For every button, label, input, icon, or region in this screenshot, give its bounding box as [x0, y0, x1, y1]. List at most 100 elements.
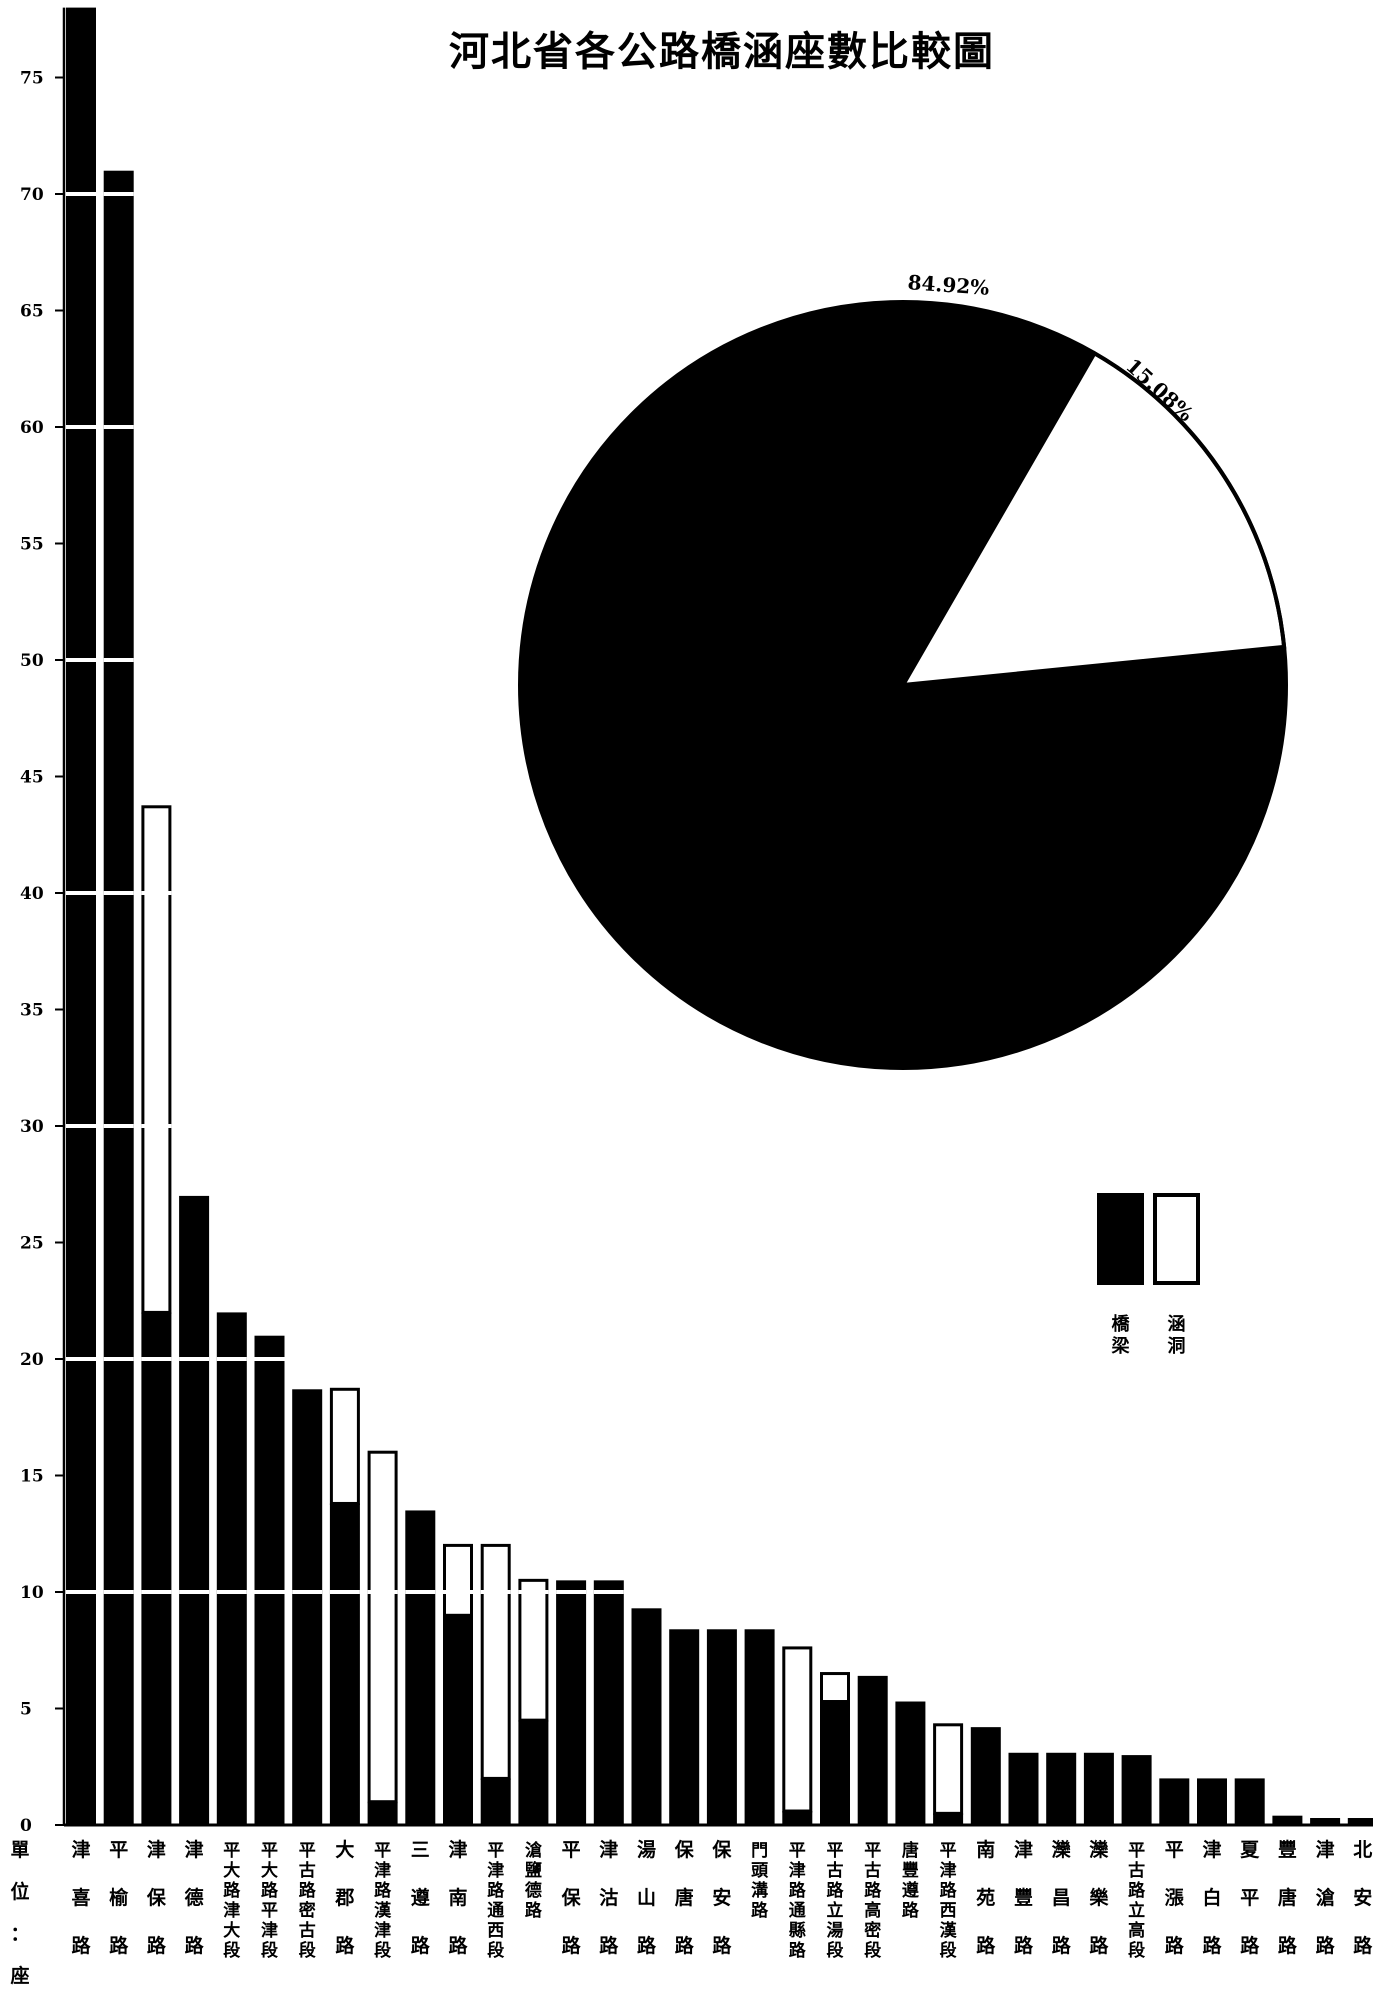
- bar-culverts: [782, 1646, 813, 1813]
- y-tick-label: 45: [20, 768, 44, 788]
- category-label: 平大路平津段: [261, 1841, 279, 1961]
- category-label: 保安路: [711, 1838, 732, 1957]
- bar-segment-divider: [103, 1124, 134, 1128]
- category-label: 湯山路: [637, 1839, 657, 1957]
- bar-culverts: [480, 1543, 511, 1780]
- legend-swatch-bridges: [1097, 1193, 1144, 1285]
- bar-segment-divider: [66, 1590, 96, 1594]
- category-label: 平津路通縣路: [789, 1841, 807, 1961]
- bar-culverts: [518, 1578, 549, 1722]
- bar-bridges: [933, 1813, 964, 1825]
- bar-bridges: [782, 1811, 813, 1825]
- bar-bridges: [1159, 1778, 1190, 1825]
- bar-culverts: [367, 1450, 398, 1804]
- bar-bridges: [1272, 1815, 1303, 1825]
- bar-segment-divider: [66, 658, 96, 662]
- bar-culverts: [820, 1672, 850, 1704]
- bar-bridges: [1347, 1818, 1373, 1825]
- category-label: 北安路: [1353, 1839, 1373, 1957]
- y-tick-label: 75: [20, 69, 44, 89]
- category-label: 灤昌路: [1052, 1838, 1072, 1957]
- legend-label: 橋梁: [1111, 1313, 1131, 1357]
- bar-segment-divider: [292, 1590, 323, 1594]
- bar-bridges: [1310, 1818, 1341, 1825]
- category-label: 豐唐路: [1278, 1838, 1298, 1957]
- bar-segment-divider: [66, 1124, 96, 1128]
- category-label: 唐豐遵路: [902, 1840, 920, 1921]
- bar-bridges: [329, 1503, 360, 1825]
- y-tick-label: 30: [20, 1117, 44, 1137]
- bar-bridges: [216, 1312, 247, 1825]
- category-label: 津德路: [185, 1838, 205, 1957]
- category-label: 津保路: [146, 1838, 167, 1957]
- bar-segment-divider: [103, 891, 134, 895]
- category-label: 平津路通西段: [487, 1841, 505, 1961]
- y-tick-label: 50: [20, 651, 44, 671]
- bar-segment-divider: [593, 1590, 624, 1594]
- bar-bridges: [292, 1389, 323, 1825]
- category-label: 平古路高密段: [864, 1841, 882, 1961]
- category-label: 津白路: [1202, 1838, 1222, 1957]
- legend-label: 涵洞: [1168, 1313, 1186, 1357]
- bar-segment-divider: [480, 1590, 511, 1594]
- category-label: 平大路津大段: [223, 1841, 241, 1961]
- bar-bridges: [254, 1335, 285, 1825]
- bar-bridges: [895, 1701, 926, 1825]
- legend-swatch-culverts: [1153, 1193, 1200, 1285]
- category-label: 門頭溝路: [751, 1841, 769, 1921]
- bar-segment-divider: [66, 192, 96, 196]
- category-label: 保唐路: [674, 1838, 695, 1957]
- category-label: 滄鹽德路: [525, 1840, 543, 1921]
- unit-label-text: 單位：座: [10, 1839, 29, 1987]
- y-tick-label: 70: [20, 185, 44, 205]
- bar-segment-divider: [141, 891, 172, 895]
- bar-segment-divider: [66, 425, 96, 429]
- bar-segment-divider: [179, 1357, 210, 1361]
- bar-segment-divider: [66, 891, 96, 895]
- unit-label: 單位：座: [10, 1839, 29, 1987]
- y-tick-label: 35: [20, 1001, 44, 1021]
- bar-segment-divider: [254, 1357, 285, 1361]
- bar-bridges: [141, 1312, 172, 1825]
- bar-bridges: [593, 1580, 624, 1825]
- bar-segment-divider: [141, 1590, 172, 1594]
- bar-bridges: [518, 1720, 549, 1825]
- y-tick-label: 55: [20, 535, 44, 555]
- bar-bridges: [1083, 1752, 1114, 1825]
- bar-segment-divider: [556, 1590, 587, 1594]
- category-label: 平津路西漢段: [940, 1841, 958, 1961]
- category-label: 平保路: [561, 1839, 582, 1957]
- bar-segment-divider: [367, 1590, 398, 1594]
- bar-bridges: [1008, 1752, 1039, 1825]
- bar-segment-divider: [518, 1590, 549, 1594]
- pie-label-bridges: 84.92%: [907, 270, 990, 300]
- y-tick-label: 65: [20, 302, 44, 322]
- bar-segment-divider: [443, 1590, 473, 1594]
- y-tick-label: 10: [20, 1583, 44, 1603]
- bar-bridges: [820, 1701, 850, 1825]
- bar-bridges: [857, 1675, 888, 1825]
- category-label: 大郡路: [334, 1838, 355, 1957]
- bar-bridges: [631, 1608, 662, 1825]
- bar-bridges: [1234, 1778, 1265, 1825]
- bar-culverts: [329, 1387, 360, 1505]
- bar-bridges: [970, 1727, 1001, 1825]
- category-label: 津南路: [448, 1838, 468, 1957]
- y-axis: 0 5 10 15 20 25 30 35 40 45 50 55 60 65 70 75: [20, 7, 66, 1836]
- bar-segment-divider: [216, 1590, 247, 1594]
- y-tick-label: 0: [20, 1816, 32, 1836]
- bar-bridges: [1046, 1752, 1077, 1825]
- category-label: 平古路立湯段: [827, 1841, 845, 1961]
- category-label: 夏平路: [1240, 1839, 1260, 1957]
- bar-segment-divider: [103, 425, 134, 429]
- bar-segment-divider: [216, 1357, 247, 1361]
- bar-series-group: [64, 7, 1373, 1827]
- bar-segment-divider: [103, 1590, 134, 1594]
- bar-bridges: [405, 1510, 436, 1825]
- bar-culverts: [933, 1723, 964, 1815]
- bar-bridges: [66, 7, 96, 1826]
- category-label: 津喜路: [71, 1838, 91, 1957]
- pie-outline: [518, 300, 1288, 1070]
